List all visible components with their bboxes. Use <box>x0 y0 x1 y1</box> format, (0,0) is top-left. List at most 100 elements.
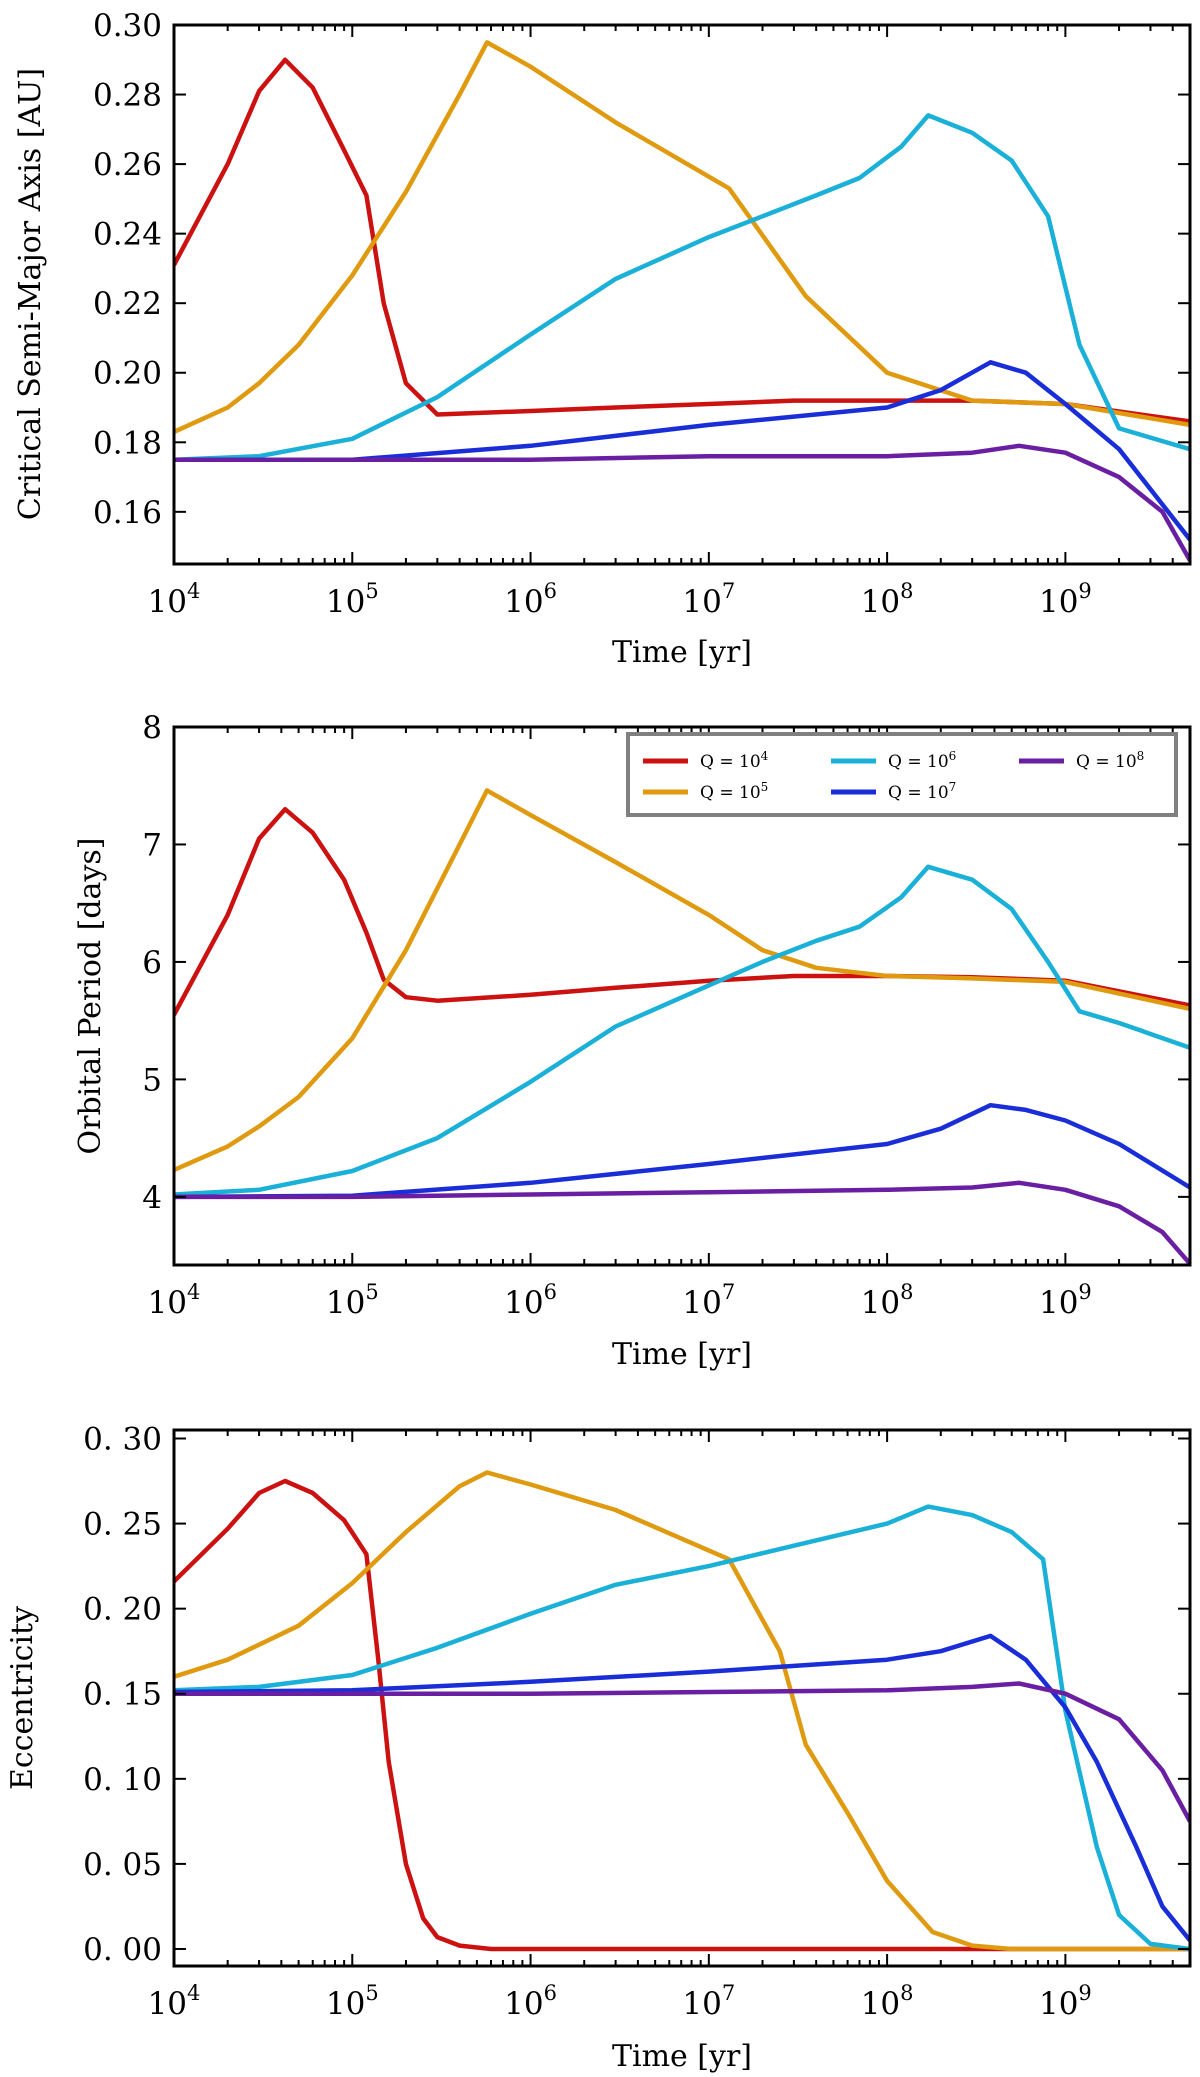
svg-text:Q = 108: Q = 108 <box>1076 749 1144 772</box>
series-line <box>174 806 1190 1016</box>
x-tick-label: 106 <box>504 1280 557 1321</box>
x-tick-exponent: 9 <box>1078 579 1091 603</box>
svg-text:Q = 106: Q = 106 <box>888 749 956 772</box>
series-line <box>174 788 1190 1172</box>
y-tick-label: 0. 25 <box>83 1507 162 1543</box>
y-tick-label: 0. 00 <box>83 1932 162 1968</box>
x-tick-base: 10 <box>682 584 721 620</box>
legend-label: Q = <box>700 783 739 803</box>
series-line <box>174 1102 1190 1200</box>
legend-entry: Q = 104 <box>643 749 769 772</box>
series-line <box>174 1633 1190 1942</box>
series-line <box>174 864 1190 1197</box>
x-tick-exponent: 4 <box>187 579 200 603</box>
legend-label: Q = <box>888 783 927 803</box>
y-tick-label: 0.16 <box>93 495 162 531</box>
legend-label: Q = <box>888 752 927 772</box>
x-tick-base: 10 <box>682 1986 721 2022</box>
plot-frame <box>172 23 1192 566</box>
svg-text:Q = 104: Q = 104 <box>700 749 769 772</box>
x-tick-base: 10 <box>861 1285 900 1321</box>
x-tick-label: 109 <box>1039 1280 1092 1321</box>
legend-label: Q = <box>1076 752 1115 772</box>
x-tick-label: 105 <box>326 579 379 620</box>
x-tick-exponent: 5 <box>365 1280 378 1304</box>
y-tick-label: 0.24 <box>93 217 162 253</box>
y-axis-label: Eccentricity <box>5 1606 40 1790</box>
x-tick-exponent: 7 <box>722 579 735 603</box>
x-tick-exponent: 4 <box>187 1981 200 2005</box>
y-tick-label: 0.28 <box>93 78 162 114</box>
y-tick-label: 0.20 <box>93 356 162 392</box>
x-tick-exponent: 8 <box>900 579 913 603</box>
x-tick-label: 107 <box>682 579 735 620</box>
x-tick-base: 10 <box>1039 1986 1078 2022</box>
x-tick-label: 109 <box>1039 579 1092 620</box>
x-tick-label: 108 <box>861 1981 914 2022</box>
y-ticks: 0. 00 0. 05 0. 10 0. 15 0. 20 0. 25 0. 30 <box>83 1422 1190 1968</box>
legend-entry: Q = 107 <box>831 780 956 803</box>
x-tick-base: 10 <box>326 584 365 620</box>
x-tick-label: 108 <box>861 1280 914 1321</box>
x-tick-exponent: 9 <box>1078 1280 1091 1304</box>
y-axis-label: Orbital Period [days] <box>73 838 108 1155</box>
x-tick-base: 10 <box>861 1986 900 2022</box>
series-group <box>174 1470 1190 1952</box>
x-tick-exponent: 4 <box>187 1280 200 1304</box>
y-tick-label: 0. 20 <box>83 1592 162 1628</box>
x-tick-base: 10 <box>504 1285 543 1321</box>
x-tick-label: 104 <box>148 1981 201 2022</box>
x-tick-exponent: 7 <box>722 1280 735 1304</box>
y-tick-label: 0.26 <box>93 147 162 183</box>
x-tick-base: 10 <box>504 584 543 620</box>
svg-text:Q = 105: Q = 105 <box>700 780 768 803</box>
y-axis-label: Critical Semi-Major Axis [AU] <box>13 68 48 520</box>
x-axis-label: Time [yr] <box>612 2039 752 2074</box>
x-tick-label: 104 <box>148 579 201 620</box>
series-line <box>174 57 1190 424</box>
y-tick-label: 4 <box>142 1180 162 1216</box>
x-tick-exponent: 6 <box>544 1981 557 2005</box>
y-tick-label: 0.18 <box>93 425 162 461</box>
panel-eccentricity: 104 105 106 107 108 109 0. 000. 050. 100. 150… <box>5 1422 1192 2074</box>
x-tick-label: 104 <box>148 1280 201 1321</box>
legend-exponent: 7 <box>949 780 957 794</box>
x-tick-label: 106 <box>504 579 557 620</box>
series-group <box>174 40 1190 562</box>
x-tick-exponent: 8 <box>900 1280 913 1304</box>
x-ticks: 104 105 106 107 108 109 <box>148 727 1191 1321</box>
x-tick-exponent: 5 <box>365 579 378 603</box>
x-tick-base: 10 <box>148 1986 187 2022</box>
x-axis-label: Time [yr] <box>612 1337 752 1372</box>
series-line <box>174 443 1190 562</box>
panel-semi-major-axis: 104 105 106 107 108 109 0.160.180.200.220.240… <box>13 8 1192 670</box>
series-line <box>174 1681 1190 1823</box>
x-axis-label: Time [yr] <box>612 635 752 670</box>
x-tick-base: 10 <box>1039 1285 1078 1321</box>
y-tick-label: 0.30 <box>93 8 162 44</box>
x-tick-label: 108 <box>861 579 914 620</box>
legend-exponent: 5 <box>761 780 769 794</box>
legend-box <box>626 732 1178 817</box>
y-tick-label: 6 <box>142 945 162 981</box>
x-tick-base: 10 <box>148 1285 187 1321</box>
legend-exponent: 6 <box>949 749 957 763</box>
series-line <box>174 360 1190 542</box>
x-tick-label: 109 <box>1039 1981 1092 2022</box>
series-group <box>174 788 1190 1265</box>
series-line <box>174 1470 1190 1952</box>
x-tick-exponent: 8 <box>900 1981 913 2005</box>
x-tick-label: 106 <box>504 1981 557 2022</box>
legend: Q = 104 Q = 106 Q = 108 Q = 105 Q = 107 <box>626 732 1178 817</box>
series-line <box>174 1478 1190 1952</box>
x-tick-label: 105 <box>326 1280 379 1321</box>
y-tick-label: 7 <box>142 827 162 863</box>
x-tick-base: 10 <box>682 1285 721 1321</box>
x-tick-base: 10 <box>326 1986 365 2022</box>
series-line <box>174 113 1190 462</box>
legend-entry: Q = 108 <box>1019 749 1144 772</box>
x-tick-exponent: 5 <box>365 1981 378 2005</box>
x-tick-base: 10 <box>1039 584 1078 620</box>
legend-label: Q = <box>700 752 739 772</box>
